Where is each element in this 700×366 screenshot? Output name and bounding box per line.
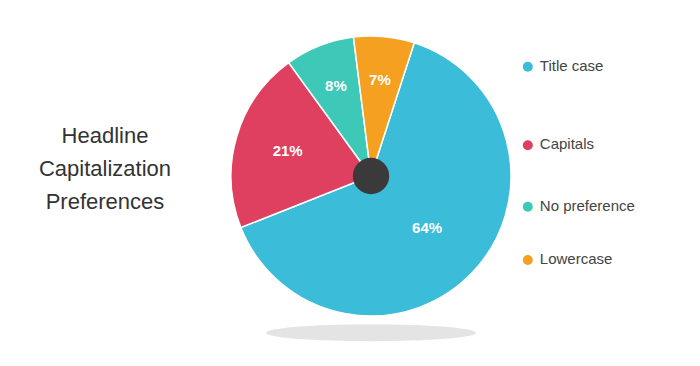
- chart-title: HeadlineCapitalizationPreferences: [39, 123, 171, 214]
- legend-label: Title case: [540, 57, 604, 74]
- legend-swatch: [523, 140, 533, 150]
- legend-item: Title case: [523, 57, 604, 74]
- pie-slice: [353, 36, 414, 176]
- legend-label: Lowercase: [540, 250, 613, 267]
- pie-shadow: [266, 324, 476, 341]
- legend-swatch: [523, 202, 533, 212]
- legend-label: No preference: [540, 197, 635, 214]
- data-label: 7%: [369, 71, 391, 88]
- legend-item: Capitals: [523, 135, 594, 152]
- chart-svg: HeadlineCapitalizationPreferences 64% 21% 8…: [0, 0, 700, 366]
- legend: Title case Capitals No preference Lowercase: [523, 57, 635, 267]
- center-dot: [353, 158, 389, 194]
- pie-group: 64% 21% 8% 7%: [231, 36, 511, 341]
- chart-container: HeadlineCapitalizationPreferences 64% 21% 8…: [0, 0, 700, 366]
- data-label: 8%: [325, 77, 347, 94]
- legend-swatch: [523, 62, 533, 72]
- data-label: 64%: [412, 219, 442, 236]
- data-label: 21%: [273, 142, 303, 159]
- legend-label: Capitals: [540, 135, 594, 152]
- legend-item: Lowercase: [523, 250, 613, 267]
- legend-item: No preference: [523, 197, 635, 214]
- legend-swatch: [523, 255, 533, 265]
